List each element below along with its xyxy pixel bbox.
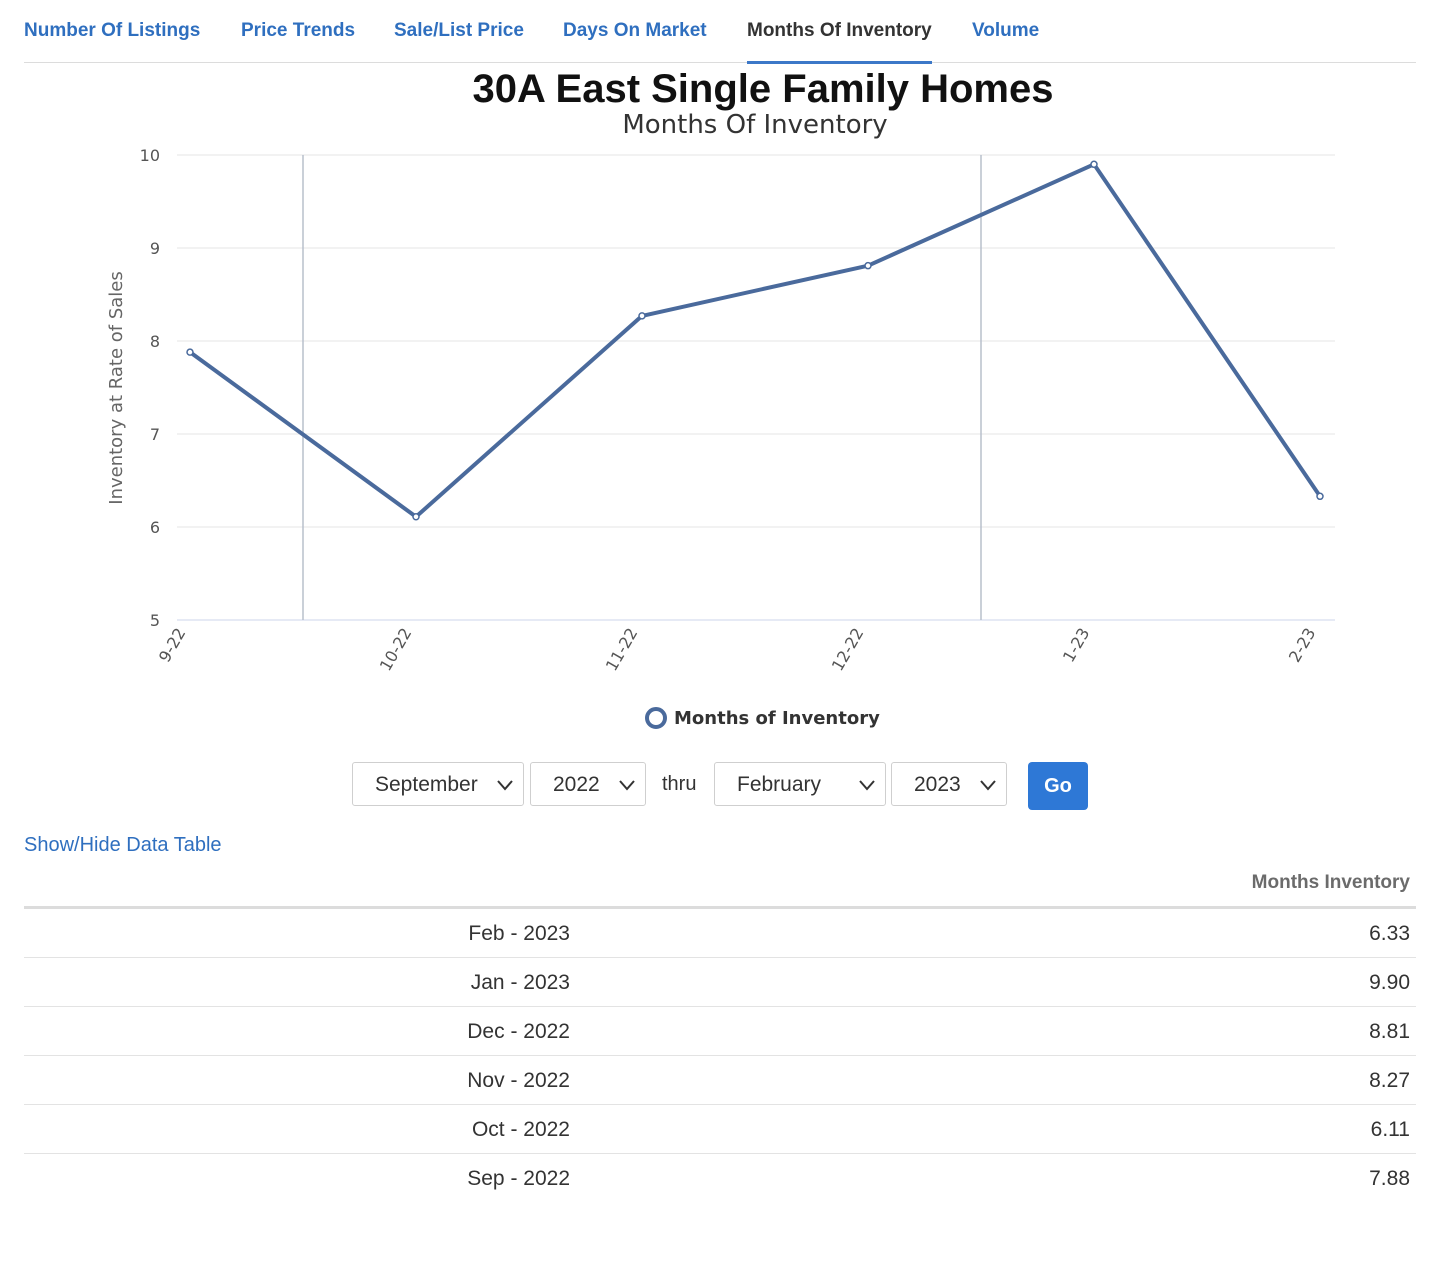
chevron-down-icon: [619, 780, 635, 791]
legend-label: Months of Inventory: [674, 708, 880, 729]
table-row: Oct - 2022 6.11: [24, 1105, 1416, 1154]
show-hide-table-link[interactable]: Show/Hide Data Table: [24, 834, 222, 856]
y-axis-label: Inventory at Rate of Sales: [106, 271, 127, 504]
chevron-down-icon: [859, 780, 875, 791]
data-point[interactable]: [1316, 492, 1324, 501]
data-point[interactable]: [638, 312, 646, 320]
data-point[interactable]: [1090, 160, 1098, 169]
row-value: 8.27: [1369, 1069, 1410, 1092]
row-date: Dec - 2022: [467, 1020, 570, 1043]
row-date: Nov - 2022: [467, 1069, 570, 1092]
start-year-select[interactable]: 2022: [530, 762, 646, 806]
x-tick-label: 2-23: [1285, 625, 1320, 666]
go-button[interactable]: Go: [1028, 762, 1088, 810]
y-tick-label: 5: [150, 611, 160, 630]
row-date: Sep - 2022: [467, 1167, 570, 1190]
x-tick-label: 9-22: [155, 625, 190, 666]
row-value: 6.11: [1370, 1118, 1410, 1141]
chevron-down-icon: [497, 780, 513, 791]
start-month-value: September: [375, 773, 478, 796]
y-tick-label: 6: [150, 518, 160, 537]
row-value: 7.88: [1369, 1167, 1410, 1190]
months-of-inventory-chart: 30A East Single Family Homes Months Of I…: [106, 67, 1335, 729]
data-point[interactable]: [186, 348, 194, 356]
table-row: Dec - 2022 8.81: [24, 1007, 1416, 1056]
table-row: Feb - 2023 6.33: [24, 909, 1416, 958]
data-table: Months Inventory Feb - 2023 6.33 Jan - 2…: [24, 862, 1416, 1202]
table-row: Nov - 2022 8.27: [24, 1056, 1416, 1105]
chart-legend[interactable]: Months of Inventory: [645, 707, 880, 729]
table-row: Sep - 2022 7.88: [24, 1154, 1416, 1202]
chart-subtitle: Months Of Inventory: [622, 110, 887, 140]
row-date: Feb - 2023: [468, 922, 570, 945]
row-date: Oct - 2022: [471, 1118, 570, 1141]
report-tabs: Number Of Listings Price Trends Sale/Lis…: [24, 0, 1416, 64]
tab-days-on-market[interactable]: Days On Market: [563, 20, 707, 41]
table-row: Jan - 2023 9.90: [24, 958, 1416, 1007]
end-year-value: 2023: [914, 773, 961, 796]
row-value: 9.90: [1369, 971, 1410, 994]
chart-title: 30A East Single Family Homes: [473, 67, 1054, 111]
x-tick-label: 10-22: [376, 625, 416, 675]
row-date: Jan - 2023: [470, 971, 570, 994]
table-header: Months Inventory: [24, 862, 1416, 909]
tab-sale-list-price[interactable]: Sale/List Price: [394, 20, 524, 41]
tab-number-of-listings[interactable]: Number Of Listings: [24, 20, 201, 41]
end-month-select[interactable]: February: [714, 762, 886, 806]
tab-price-trends[interactable]: Price Trends: [241, 20, 356, 41]
y-tick-label: 9: [150, 239, 160, 258]
tab-volume[interactable]: Volume: [972, 20, 1040, 41]
column-header-months-inventory: Months Inventory: [1251, 872, 1410, 893]
legend-marker: [645, 707, 667, 729]
end-year-select[interactable]: 2023: [891, 762, 1007, 806]
y-tick-label: 10: [140, 146, 160, 165]
start-month-select[interactable]: September: [352, 762, 524, 806]
y-tick-label: 7: [150, 425, 160, 444]
data-point[interactable]: [412, 513, 420, 521]
series-line-months-of-inventory: [188, 162, 1322, 519]
chevron-down-icon: [980, 780, 996, 791]
y-tick-label: 8: [150, 332, 160, 351]
x-tick-label: 12-22: [828, 625, 868, 675]
row-value: 8.81: [1369, 1020, 1410, 1043]
x-tick-label: 11-22: [602, 625, 642, 675]
tab-months-of-inventory[interactable]: Months Of Inventory: [747, 0, 932, 64]
data-point[interactable]: [864, 261, 872, 270]
start-year-value: 2022: [553, 773, 600, 796]
date-range-controls: September 2022 thru February 2023 Go: [0, 762, 1440, 810]
x-tick-label: 1-23: [1059, 625, 1094, 666]
thru-label: thru: [662, 773, 697, 795]
row-value: 6.33: [1369, 922, 1410, 945]
end-month-value: February: [737, 773, 822, 796]
